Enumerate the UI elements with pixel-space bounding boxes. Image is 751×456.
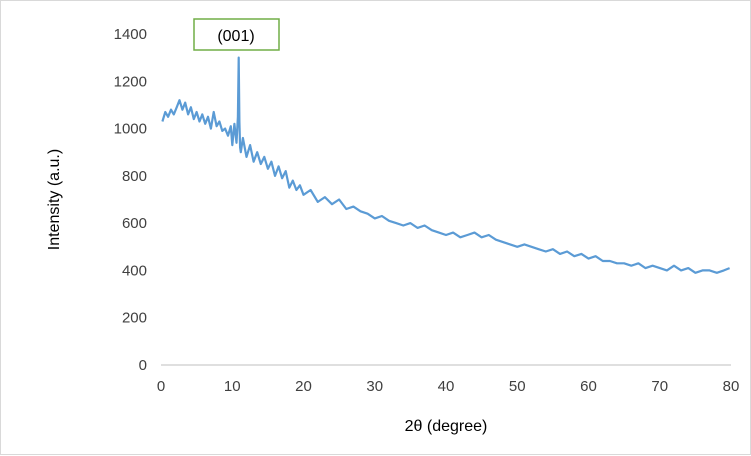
y-tick-label: 1000 — [114, 121, 147, 138]
x-tick-label: 60 — [580, 378, 597, 395]
y-tick-label: 0 — [139, 357, 147, 374]
x-tick-label: 40 — [438, 378, 455, 395]
x-tick-labels: 0 10 20 30 40 50 60 70 80 — [157, 378, 740, 395]
y-axis-title: Intensity (a.u.) — [46, 149, 63, 250]
y-tick-label: 1200 — [114, 73, 147, 90]
x-tick-label: 0 — [157, 378, 165, 395]
x-tick-label: 70 — [651, 378, 668, 395]
x-tick-label: 50 — [509, 378, 526, 395]
y-tick-label: 800 — [122, 168, 147, 185]
x-tick-label: 10 — [224, 378, 241, 395]
y-tick-label: 1400 — [114, 26, 147, 43]
x-tick-label: 20 — [295, 378, 312, 395]
series-line — [161, 56, 731, 274]
y-tick-label: 200 — [122, 310, 147, 327]
y-tick-label: 400 — [122, 262, 147, 279]
x-tick-label: 80 — [723, 378, 740, 395]
x-axis-title: 2θ (degree) — [405, 418, 488, 435]
x-tick-label: 30 — [366, 378, 383, 395]
y-tick-labels: 0 200 400 600 800 1000 1200 1400 — [114, 26, 147, 374]
annotation-box — [193, 18, 280, 51]
annotation-label: (001) — [217, 28, 254, 45]
y-tick-label: 600 — [122, 215, 147, 232]
